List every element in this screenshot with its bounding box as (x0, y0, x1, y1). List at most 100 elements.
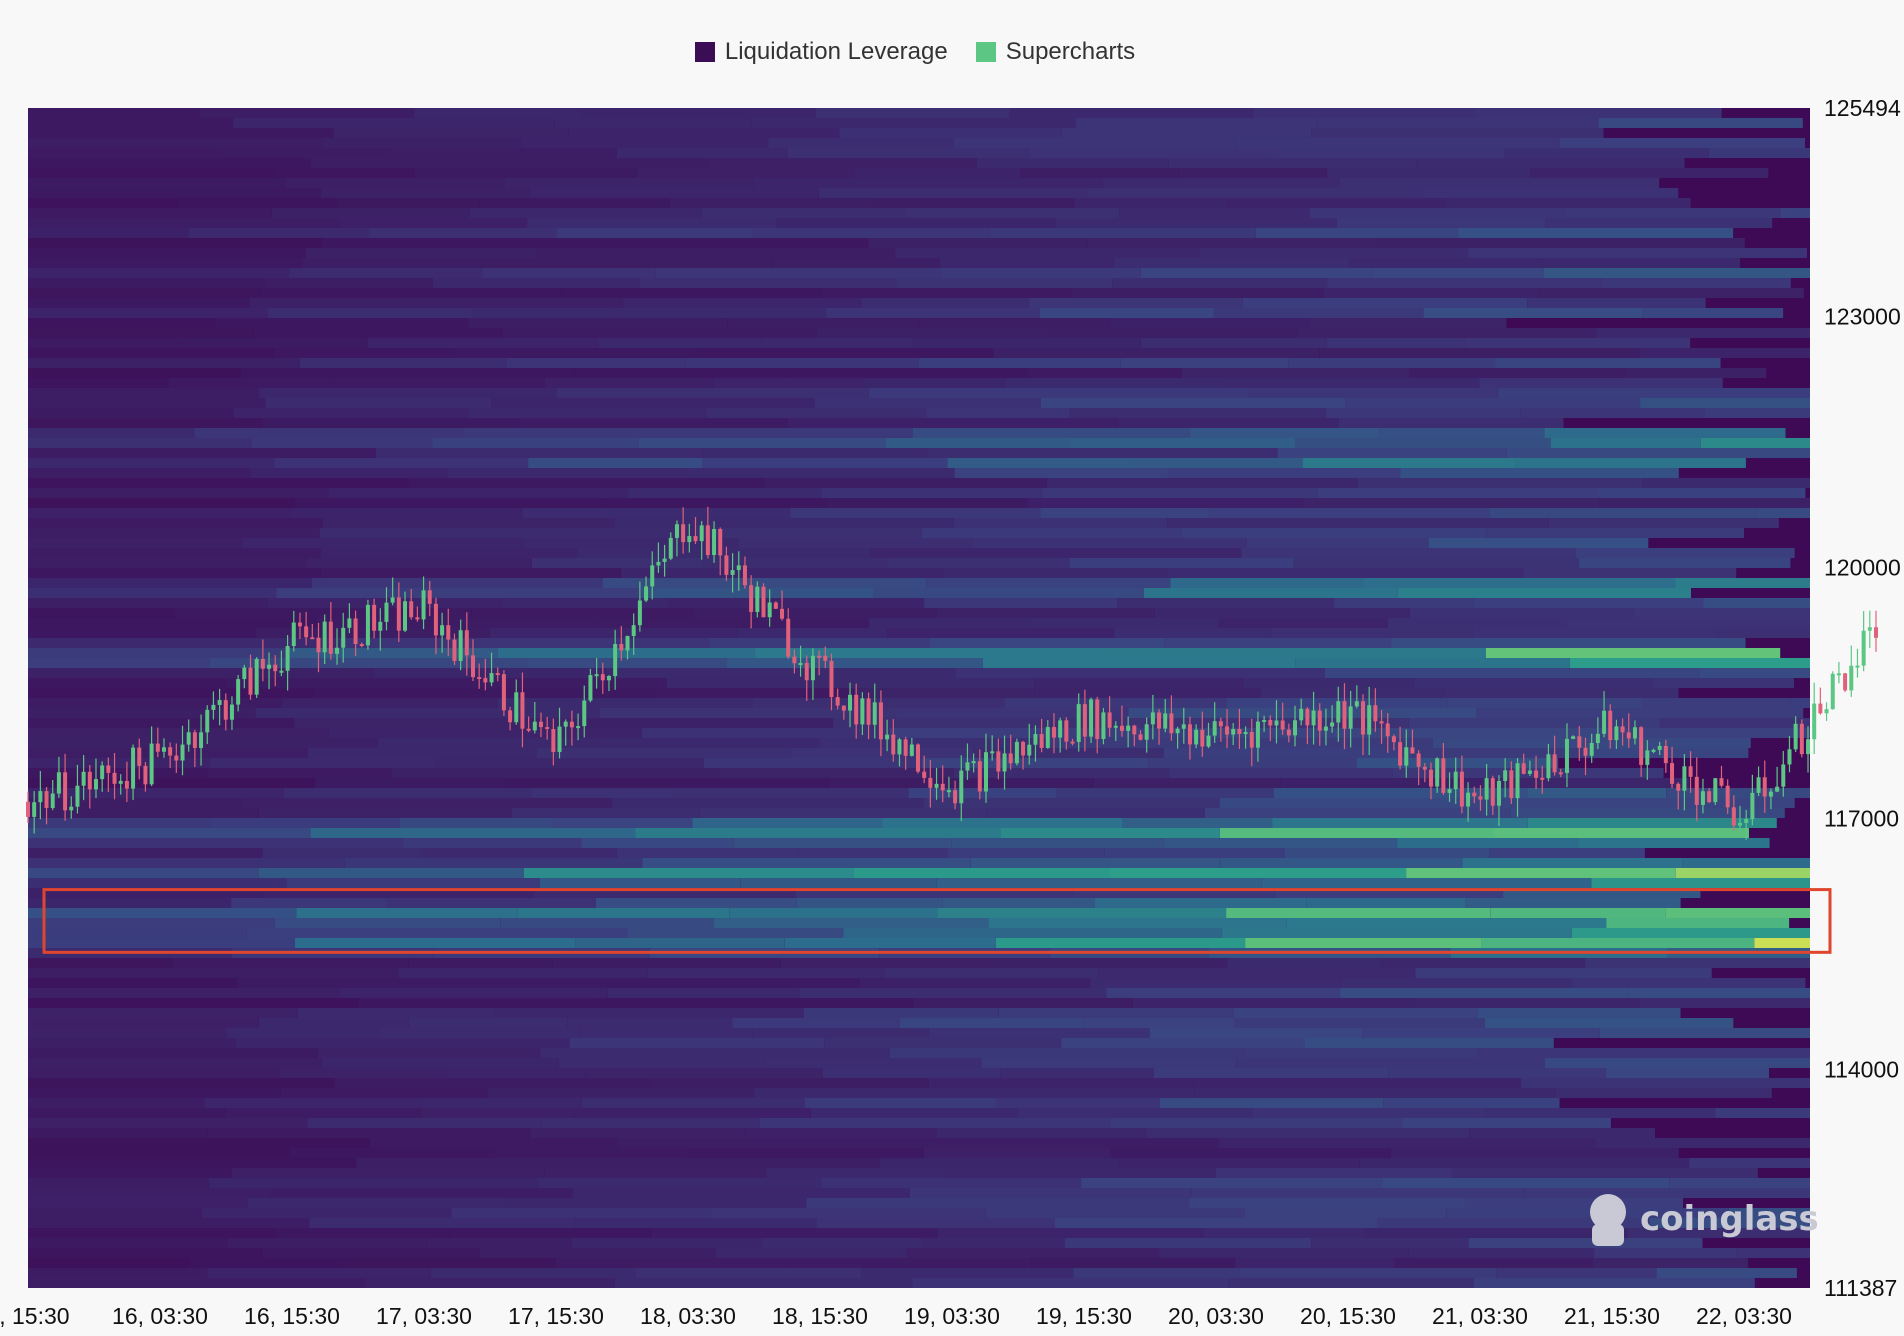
heatmap-cell (955, 668, 1325, 678)
candle (1459, 771, 1464, 807)
heatmap-cell (28, 1208, 202, 1218)
heatmap-cell (297, 1008, 495, 1018)
heatmap-cell (561, 288, 823, 298)
heatmap-cell (28, 1278, 366, 1288)
heatmap-cell (1219, 798, 1461, 808)
heatmap-cell (879, 1158, 1119, 1168)
heatmap-cell (377, 738, 592, 748)
heatmap-cell (317, 1048, 541, 1058)
legend-item-liquidation-leverage[interactable]: Liquidation Leverage (694, 38, 948, 66)
heatmap-cell (1140, 268, 1372, 278)
heatmap-cell (28, 758, 210, 768)
heatmap-cell (398, 968, 648, 978)
heatmap-cell (1555, 1088, 1772, 1098)
candle (1336, 701, 1341, 723)
candle (1762, 777, 1767, 797)
candle (1076, 704, 1081, 742)
heatmap-cell (909, 1188, 1192, 1198)
heatmap-cell (575, 938, 785, 948)
heatmap-cell (28, 1128, 208, 1138)
heatmap-cell (953, 138, 1236, 148)
heatmap-cell (995, 938, 1246, 948)
heatmap-cell (1376, 238, 1745, 248)
heatmap-cell (339, 638, 710, 648)
heatmap-cell (28, 358, 300, 368)
heatmap-cell (1472, 628, 1717, 638)
candle (532, 721, 537, 731)
heatmap-cell (635, 828, 1001, 838)
heatmap-cell (507, 358, 686, 368)
heatmap-cell (28, 188, 322, 198)
heatmap-cell (1340, 988, 1628, 998)
heatmap-cell (752, 228, 989, 238)
heatmap-cell (698, 348, 994, 358)
candle (180, 744, 185, 761)
candle (1404, 747, 1409, 766)
candle (1812, 703, 1817, 740)
heatmap-cell (1577, 838, 1770, 848)
heatmap-cell (1402, 1118, 1611, 1128)
heatmap-cell (766, 1168, 946, 1178)
candle (1342, 701, 1347, 729)
heatmap-cell (912, 1278, 1229, 1288)
heatmap-cell (616, 848, 799, 858)
heatmap-cell (1605, 1068, 1769, 1078)
heatmap-cell (511, 808, 700, 818)
heatmap-cell (479, 198, 671, 208)
heatmap-cell (262, 848, 420, 858)
heatmap-cell (28, 1178, 209, 1188)
heatmap-cell (913, 998, 1133, 1008)
heatmap-cell (530, 188, 819, 198)
heatmap-cell (1193, 1078, 1521, 1088)
heatmap-cell (1477, 1008, 1681, 1018)
heatmap-cell (759, 1118, 1111, 1128)
heatmap-cell (1538, 288, 1804, 298)
legend-item-supercharts[interactable]: Supercharts (975, 38, 1135, 66)
heatmap-cell (1219, 828, 1495, 838)
heatmap-cell (1394, 1258, 1593, 1268)
candle (1738, 822, 1743, 826)
candle (965, 762, 970, 771)
heatmap-cell (28, 618, 317, 628)
heatmap-cell (895, 248, 1200, 258)
heatmap-cell (497, 698, 753, 708)
heatmap-cell (814, 398, 1041, 408)
heatmap-cell (497, 648, 755, 658)
candle (260, 659, 265, 669)
heatmap-cell (754, 178, 1103, 188)
heatmap-cell (859, 978, 1091, 988)
heatmap-cell (521, 138, 769, 148)
candle (1608, 710, 1613, 741)
heatmap-cell (732, 1018, 900, 1028)
heatmap-cell (873, 588, 1144, 598)
heatmap-cell (1627, 988, 1810, 998)
candle (1793, 723, 1798, 750)
heatmap-cell (538, 1178, 822, 1188)
heatmap-cell (28, 748, 308, 758)
heatmap-cell (1239, 1268, 1497, 1278)
heatmap-cell (942, 898, 1095, 908)
heatmap-cell (988, 918, 1287, 928)
heatmap-cell (601, 238, 869, 248)
candle (674, 524, 679, 538)
heatmap-cell (1209, 508, 1490, 518)
candle (1064, 720, 1069, 742)
heatmap-cell (1293, 558, 1579, 568)
heatmap-cell (899, 1018, 1084, 1028)
candle (656, 561, 661, 566)
candle (946, 790, 951, 793)
heatmap-cell (1114, 628, 1271, 638)
heatmap-cell (604, 498, 828, 508)
heatmap-cell (1451, 1168, 1758, 1178)
heatmap-cell (912, 338, 1141, 348)
heatmap-cell (1163, 748, 1413, 758)
candle (56, 772, 61, 794)
heatmap-cell (1255, 228, 1458, 238)
heatmap-cell (1181, 368, 1409, 378)
candle (63, 772, 68, 811)
heatmap-cell (1326, 338, 1466, 348)
heatmap-cell (1506, 448, 1810, 458)
candle (600, 674, 605, 681)
heatmap-cell (1653, 678, 1794, 688)
